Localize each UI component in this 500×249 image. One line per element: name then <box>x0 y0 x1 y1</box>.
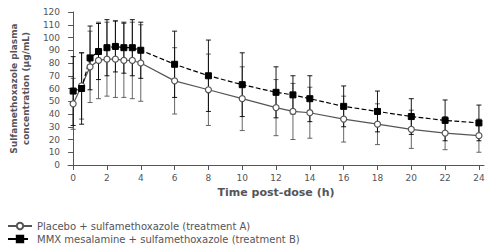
svg-text:8: 8 <box>206 173 212 183</box>
svg-text:40: 40 <box>49 109 61 119</box>
svg-text:22: 22 <box>439 173 450 183</box>
svg-text:0: 0 <box>54 160 60 170</box>
svg-text:24: 24 <box>473 173 485 183</box>
svg-text:6: 6 <box>172 173 178 183</box>
svg-text:14: 14 <box>304 173 316 183</box>
svg-text:50: 50 <box>49 96 61 106</box>
svg-text:100: 100 <box>43 33 60 43</box>
svg-text:10: 10 <box>236 173 248 183</box>
svg-text:2: 2 <box>104 173 110 183</box>
svg-text:110: 110 <box>43 20 60 30</box>
svg-text:10: 10 <box>49 147 61 157</box>
svg-text:90: 90 <box>49 45 61 55</box>
svg-text:120: 120 <box>43 7 60 17</box>
svg-text:MMX mesalamine + sulfamethoxaz: MMX mesalamine + sulfamethoxazole (treat… <box>37 234 300 245</box>
svg-text:4: 4 <box>138 173 144 183</box>
svg-text:18: 18 <box>372 173 384 183</box>
svg-text:Time post-dose (h): Time post-dose (h) <box>218 186 335 199</box>
svg-text:16: 16 <box>338 173 350 183</box>
svg-text:20: 20 <box>49 135 61 145</box>
svg-text:70: 70 <box>49 71 61 81</box>
svg-text:30: 30 <box>49 122 61 132</box>
svg-text:20: 20 <box>406 173 418 183</box>
svg-text:0: 0 <box>70 173 76 183</box>
svg-text:12: 12 <box>270 173 281 183</box>
svg-text:Sulfamethoxazole plasma: Sulfamethoxazole plasma <box>9 23 19 153</box>
svg-text:Placebo + sulfamethoxazole (tr: Placebo + sulfamethoxazole (treatment A) <box>37 221 250 232</box>
svg-text:concentration (µg/mL): concentration (µg/mL) <box>21 32 31 145</box>
svg-text:60: 60 <box>49 84 61 94</box>
svg-text:80: 80 <box>49 58 61 68</box>
